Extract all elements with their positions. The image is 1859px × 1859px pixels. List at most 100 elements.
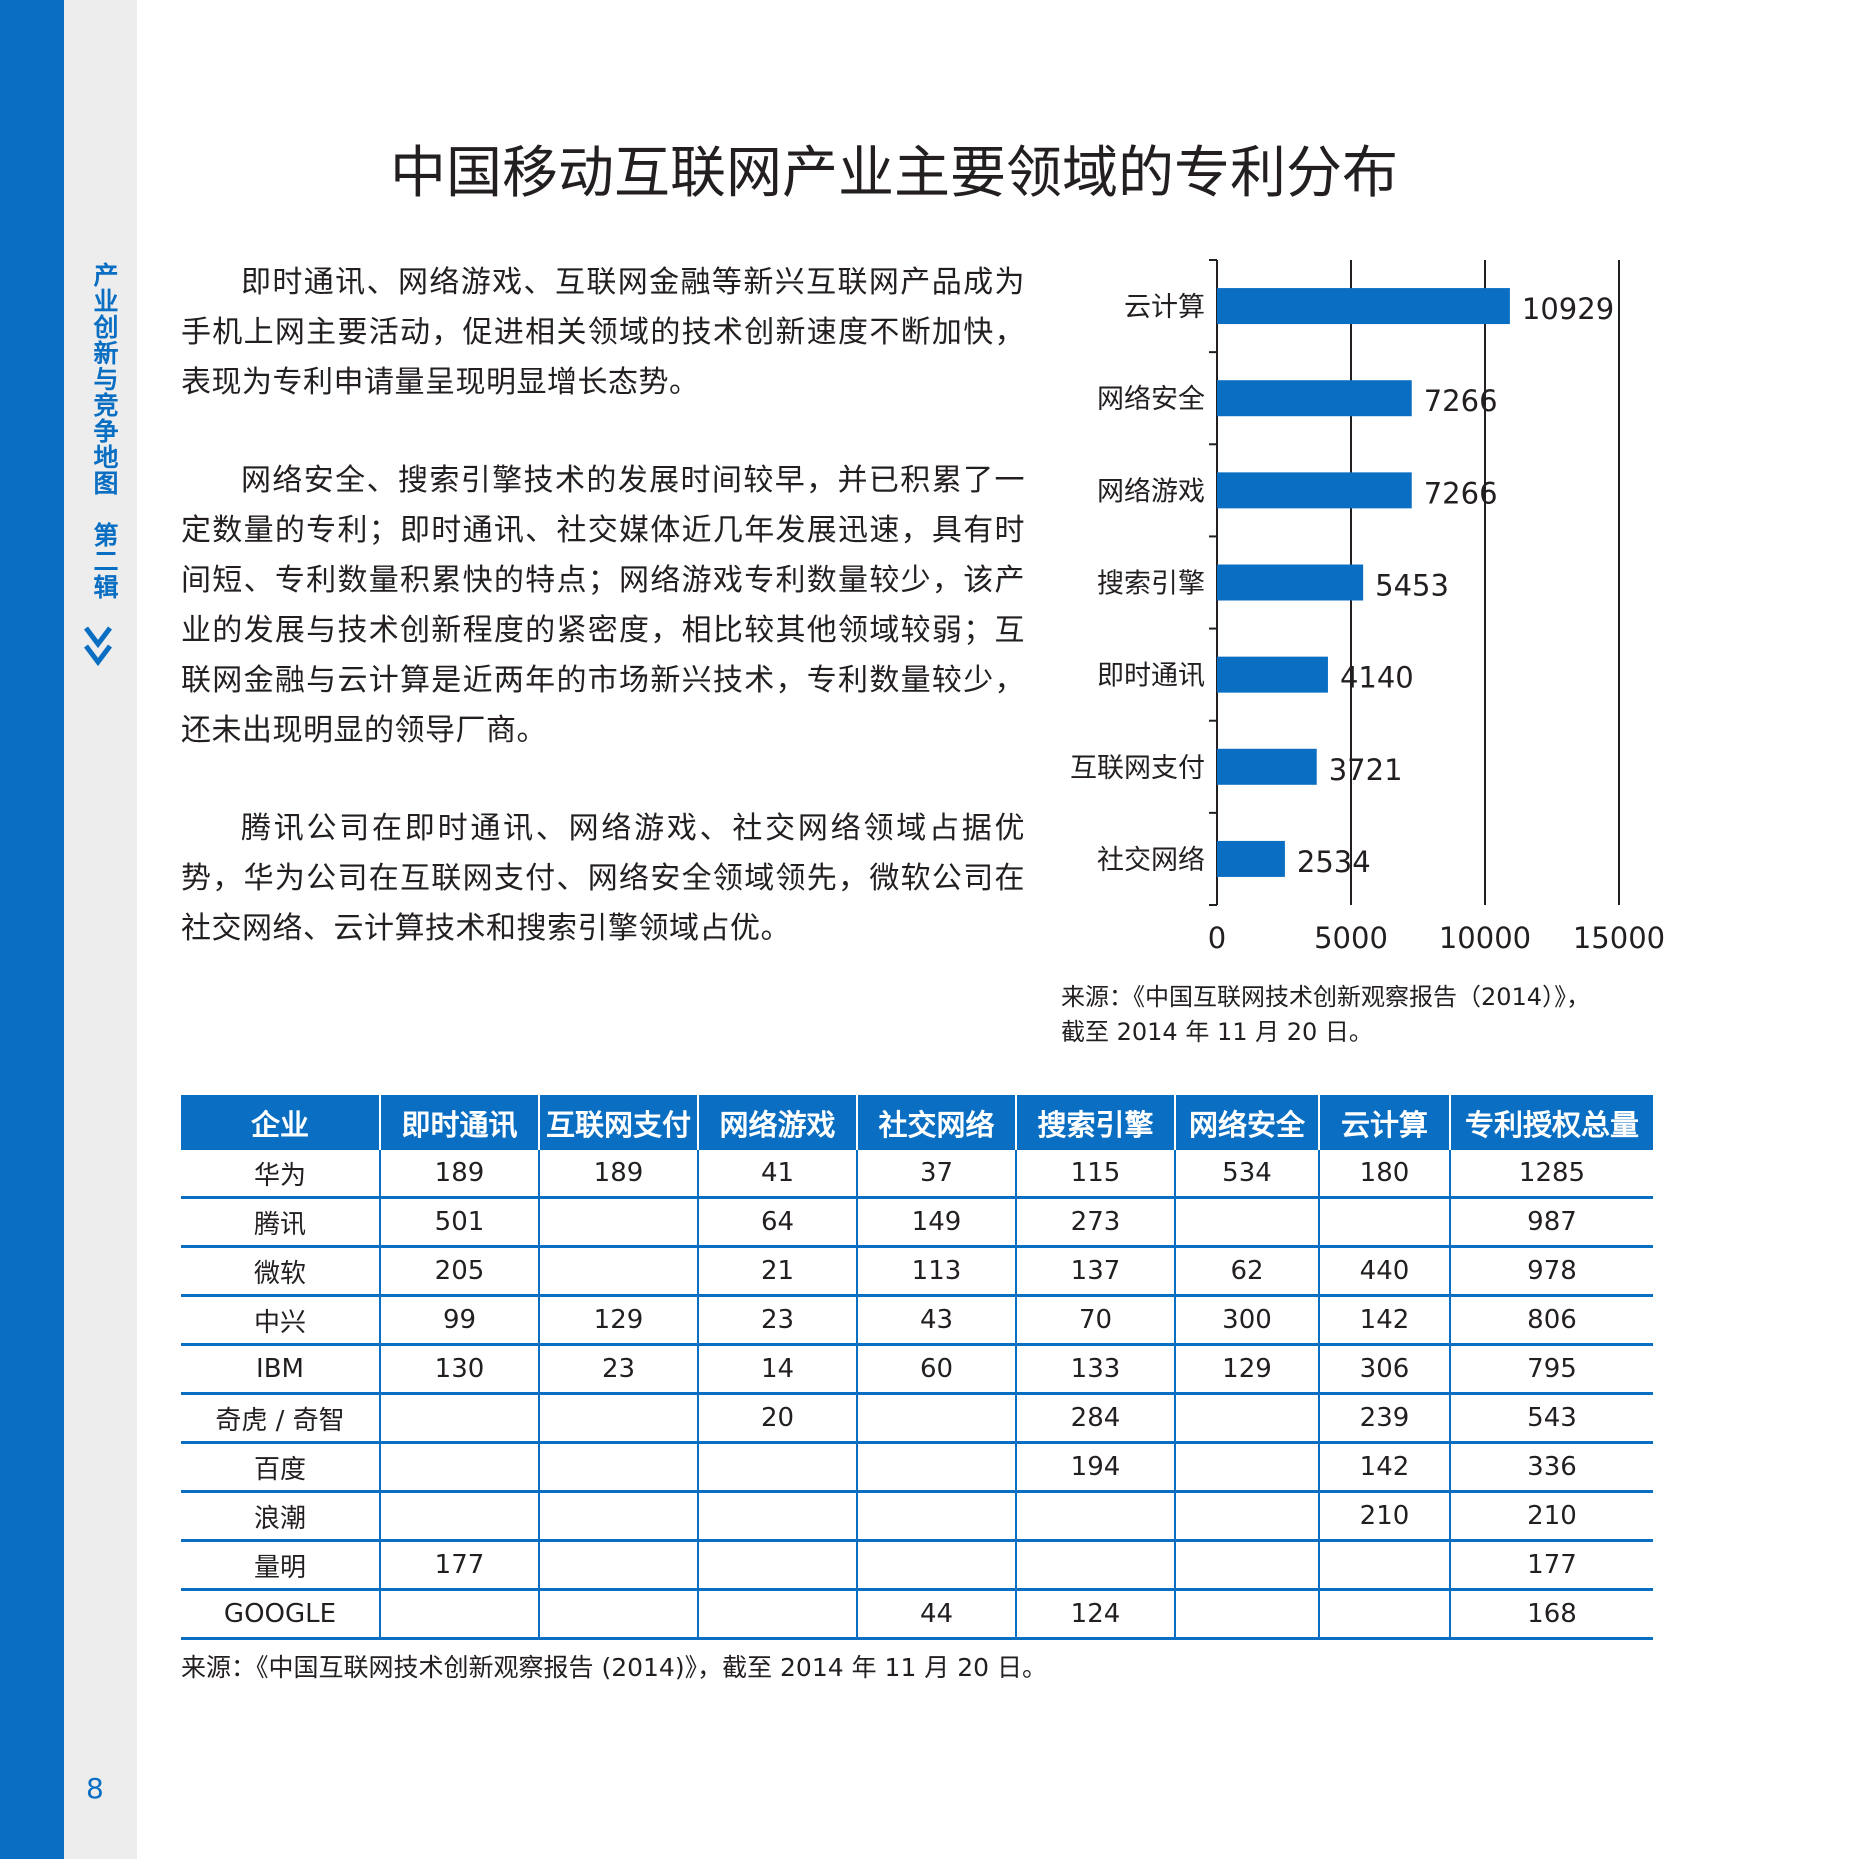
table-cell: 806 [1449,1295,1653,1346]
page-number: 8 [86,1772,104,1805]
table-cell [856,1442,1016,1493]
table-cell: 987 [1449,1197,1653,1248]
data-label: 2534 [1297,845,1371,879]
data-label: 5453 [1375,569,1449,603]
table-row: 浪潮 210 210 [181,1491,1653,1542]
x-tick-label: 5000 [1314,921,1388,955]
table-cell [1174,1540,1319,1591]
table-cell: 20 [697,1393,857,1444]
table-cell [379,1442,539,1493]
bar [1217,840,1285,877]
table-cell [1174,1197,1319,1248]
company-name-cell: 中兴 [181,1295,380,1346]
table-cell: 306 [1318,1344,1450,1395]
bar [1217,472,1412,509]
table-cell [1174,1589,1319,1640]
x-tick-label: 0 [1208,921,1226,955]
category-label: 网络游戏 [1097,476,1205,507]
table-row: 微软 205 21 113 137 62 440 978 [181,1246,1653,1297]
double-chevron-down-icon [84,626,112,667]
table-header-cell: 网络安全 [1174,1095,1319,1150]
table-cell: 129 [538,1295,698,1346]
table-header-cell: 互联网支付 [538,1095,698,1150]
page-title: 中国移动互联网产业主要领域的专利分布 [390,141,1398,206]
category-label: 云计算 [1124,292,1205,323]
table-cell [379,1589,539,1640]
table-cell [538,1589,698,1640]
data-label: 4140 [1340,661,1414,695]
table-header-cell: 专利授权总量 [1449,1095,1653,1150]
bar [1217,564,1364,601]
left-grey-margin [64,0,137,1859]
table-cell: 129 [1174,1344,1319,1395]
table-cell: 64 [697,1197,857,1248]
category-label: 互联网支付 [1070,753,1205,784]
table-cell: 137 [1015,1246,1175,1297]
table-cell [538,1491,698,1542]
company-name-cell: GOOGLE [181,1589,380,1640]
chart-source-note: 来源：《中国互联网技术创新观察报告（2014）》， 截至 2014 年 11 月… [1061,980,1661,1050]
table-cell [379,1491,539,1542]
body-text: 即时通讯、网络游戏、互联网金融等新兴互联网产品成为手机上网主要活动，促进相关领域… [181,258,1025,954]
table-cell: 501 [379,1197,539,1248]
table-row: GOOGLE 44 124 168 [181,1589,1653,1640]
table-cell [1318,1197,1450,1248]
data-label: 3721 [1329,753,1403,787]
table-cell: 543 [1449,1393,1653,1444]
table-header-cell: 搜索引擎 [1015,1095,1175,1150]
table-cell: 130 [379,1344,539,1395]
table-header-cell: 网络游戏 [697,1095,857,1150]
paragraph: 腾讯公司在即时通讯、网络游戏、社交网络领域占据优势，华为公司在互联网支付、网络安… [181,811,1025,946]
table-row: 量明 177 177 [181,1540,1653,1591]
table-cell [697,1491,857,1542]
company-name-cell: 奇虎 / 奇智 [181,1393,380,1444]
table-cell: 113 [856,1246,1016,1297]
patent-table: 企业 即时通讯 互联网支付 网络游戏 社交网络 搜索引擎 网络安全 云计算 专利… [181,1095,1653,1640]
company-name-cell: 华为 [181,1150,380,1199]
table-header-row: 企业 即时通讯 互联网支付 网络游戏 社交网络 搜索引擎 网络安全 云计算 专利… [181,1095,1653,1150]
table-cell: 44 [856,1589,1016,1640]
table-cell: 300 [1174,1295,1319,1346]
table-row: 腾讯 501 64 149 273 987 [181,1197,1653,1248]
table-cell: 41 [697,1150,857,1199]
table-cell [1174,1442,1319,1493]
table-cell: 70 [1015,1295,1175,1346]
table-cell: 210 [1449,1491,1653,1542]
table-cell: 795 [1449,1344,1653,1395]
table-cell: 210 [1318,1491,1450,1542]
patent-bar-chart: 云计算 10929 网络安全 7266 网络游戏 7266 搜索引擎 5453 即时通讯 4140… [1050,250,1670,970]
company-name-cell: 浪潮 [181,1491,380,1542]
table-cell [538,1442,698,1493]
table-cell [1174,1491,1319,1542]
table-header-cell: 企业 [181,1095,380,1150]
table-source-note: 来源：《中国互联网技术创新观察报告 (2014)》，截至 2014 年 11 月… [181,1653,1048,1682]
table-cell: 149 [856,1197,1016,1248]
company-name-cell: 微软 [181,1246,380,1297]
bar [1217,288,1510,325]
table-cell: 23 [697,1295,857,1346]
table-cell [538,1246,698,1297]
table-cell [1174,1393,1319,1444]
table-cell: 273 [1015,1197,1175,1248]
category-label: 社交网络 [1097,845,1205,876]
bar [1217,748,1317,785]
table-row: 华为 189 189 41 37 115 534 180 1285 [181,1150,1653,1199]
table-cell [538,1540,698,1591]
table-cell: 180 [1318,1150,1450,1199]
table-cell: 142 [1318,1442,1450,1493]
table-cell: 133 [1015,1344,1175,1395]
company-name-cell: 腾讯 [181,1197,380,1248]
table-cell: 189 [538,1150,698,1199]
table-cell: 336 [1449,1442,1653,1493]
table-cell: 177 [379,1540,539,1591]
left-color-band [0,0,64,1859]
data-label: 7266 [1424,384,1498,418]
table-row: 奇虎 / 奇智 20 284 239 543 [181,1393,1653,1444]
table-cell [1015,1540,1175,1591]
company-name-cell: 百度 [181,1442,380,1493]
table-cell [856,1393,1016,1444]
chart-canvas: 云计算 10929 网络安全 7266 网络游戏 7266 搜索引擎 5453 即时通讯 4140… [1070,259,1665,955]
table-cell [856,1540,1016,1591]
table-cell [697,1442,857,1493]
table-cell: 284 [1015,1393,1175,1444]
